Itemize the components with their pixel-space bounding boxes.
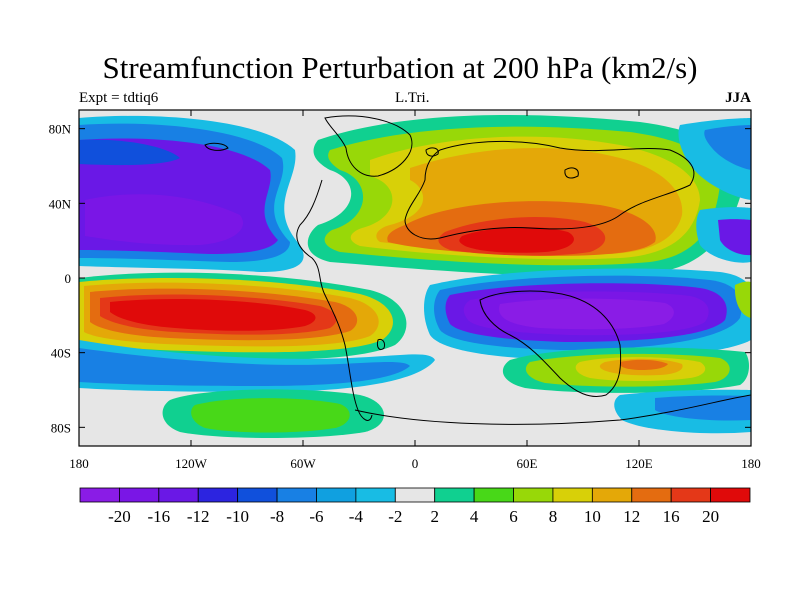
- colorbar-swatch: [355, 487, 396, 503]
- y-tick-label: 40N: [49, 196, 72, 211]
- y-tick-label: 80S: [51, 420, 71, 435]
- colorbar-swatch: [670, 487, 711, 503]
- northeast-negative: [678, 118, 751, 263]
- colorbar-label: 20: [702, 507, 719, 526]
- x-tick-label: 60W: [290, 456, 316, 471]
- south-pacific-negative: [79, 340, 435, 392]
- colorbar-label: 12: [623, 507, 640, 526]
- south-indian-positive: [502, 347, 750, 393]
- colorbar-label: -8: [270, 507, 284, 526]
- colorbar-label: -12: [187, 507, 210, 526]
- colorbar-label: -20: [108, 507, 131, 526]
- colorbar-swatch: [119, 487, 160, 503]
- colorbar-label: 10: [584, 507, 601, 526]
- x-tick-label: 180: [741, 456, 761, 471]
- colorbar-label: 6: [509, 507, 518, 526]
- colorbar-swatch: [158, 487, 199, 503]
- coastlines: [204, 115, 751, 425]
- colorbar-swatch: [434, 487, 475, 503]
- southern-positive: [162, 389, 384, 438]
- colorbar-label: 8: [549, 507, 558, 526]
- x-tick-label: 120E: [625, 456, 653, 471]
- colorbar-label: -16: [147, 507, 170, 526]
- chart-title: Streamfunction Perturbation at 200 hPa (…: [102, 50, 698, 85]
- colorbar-label: -2: [388, 507, 402, 526]
- x-tick-label: 180: [69, 456, 89, 471]
- x-tick-label: 0: [412, 456, 419, 471]
- indian-ocean-negative: [424, 268, 751, 361]
- colorbar-label: 2: [430, 507, 439, 526]
- southeast-negative-inner: [655, 395, 751, 421]
- contour-field: [79, 110, 751, 446]
- colorbar-label: -10: [226, 507, 249, 526]
- eurasia-positive: [307, 115, 745, 276]
- y-tick-label: 80N: [49, 122, 72, 137]
- colorbar-swatch: [79, 487, 120, 503]
- x-tick-label: 120W: [175, 456, 208, 471]
- colorbar-swatch: [276, 487, 317, 503]
- colorbar-label: -6: [309, 507, 323, 526]
- colorbar-swatch: [394, 487, 436, 503]
- colorbar-swatch: [237, 487, 278, 503]
- y-tick-label: 0: [65, 271, 72, 286]
- colorbar-swatch: [197, 487, 239, 503]
- colorbar-label: 16: [663, 507, 680, 526]
- y-tick-label: 40S: [51, 346, 71, 361]
- axis-ticks: 180 120W 60W 0 60E 120E 180 80N 40N 0 40S 80S: [49, 110, 761, 471]
- x-tick-label: 60E: [517, 456, 538, 471]
- center-label: L.Tri.: [395, 90, 430, 106]
- experiment-label: Expt = tdtiq6: [79, 90, 159, 106]
- colorbar-swatch: [473, 487, 514, 503]
- colorbar-label: -4: [349, 507, 364, 526]
- colorbar-swatch: [316, 487, 357, 503]
- colorbar-swatch: [631, 487, 672, 503]
- east-edge-positive: [734, 281, 751, 318]
- colorbar-swatch: [710, 487, 751, 503]
- season-label: JJA: [725, 90, 751, 106]
- colorbar-swatch: [513, 487, 554, 503]
- north-pacific-negative: [79, 115, 304, 272]
- colorbar: -20 -16 -12 -10 -8 -6 -4 -2 2 4 6 8 10 12 16 20: [79, 487, 751, 526]
- colorbar-swatch: [552, 487, 593, 503]
- colorbar-swatch: [591, 487, 633, 503]
- colorbar-label: 4: [470, 507, 479, 526]
